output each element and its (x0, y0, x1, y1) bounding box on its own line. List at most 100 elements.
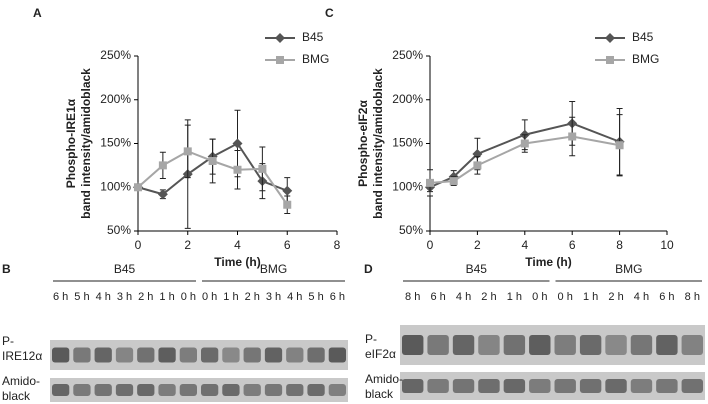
x-tick-label: 6 (569, 238, 576, 252)
x-tick-label: 8 (334, 238, 341, 252)
lane-label: 1 h (507, 291, 522, 303)
blot-band (605, 335, 627, 355)
x-tick-label: 2 (474, 238, 481, 252)
point (449, 177, 458, 186)
x-tick-label: 4 (234, 238, 241, 252)
lane-label: 2 h (138, 291, 153, 303)
lane-label: 0 h (202, 291, 217, 303)
blot-band (605, 379, 627, 393)
blot-band (264, 384, 283, 396)
blot-background (400, 372, 705, 400)
blot-band (73, 384, 91, 396)
blot-band (115, 384, 134, 396)
row-label: Amido- (2, 374, 40, 388)
x-axis-label: Time (h) (525, 255, 571, 269)
blot-band (137, 384, 155, 396)
panel-label: B (2, 262, 11, 276)
point (282, 185, 293, 196)
blot-band (452, 379, 475, 393)
y-tick-label: 250% (100, 48, 131, 62)
group-label: BMG (260, 262, 287, 276)
lane-label: 3 h (117, 291, 132, 303)
lane-label: 6 h (330, 291, 345, 303)
point (157, 189, 168, 200)
point (568, 132, 577, 141)
lane-label: 2 h (245, 291, 260, 303)
lane-label: 5 h (308, 291, 323, 303)
lane-label: 1 h (159, 291, 174, 303)
blot-band (656, 335, 678, 355)
blot-band (179, 347, 197, 363)
blot-band (478, 379, 500, 393)
blot-band (579, 379, 602, 393)
y-tick-label: 150% (100, 136, 131, 150)
blot-band (328, 347, 346, 363)
lane-label: 5 h (74, 291, 89, 303)
y-tick-label: 100% (392, 179, 423, 193)
blot-band (264, 347, 283, 363)
blot-band (243, 347, 261, 363)
blot-band (94, 347, 112, 363)
blot-band (286, 384, 304, 396)
lane-label: 1 h (583, 291, 598, 303)
lane-label: 6 h (430, 291, 445, 303)
point (615, 141, 624, 150)
group-label: BMG (615, 262, 642, 276)
point (183, 147, 192, 156)
point (134, 183, 142, 192)
blot-band (52, 347, 70, 363)
blot-band (137, 347, 155, 363)
blot-band (503, 335, 526, 355)
blot-band (307, 347, 325, 363)
blot-band (158, 347, 176, 363)
row-label: black (2, 389, 31, 403)
legend-label: B45 (632, 30, 654, 44)
x-axis-label: Time (h) (214, 255, 260, 269)
lane-label: 0 h (181, 291, 196, 303)
y-tick-label: 150% (392, 136, 423, 150)
row-label: P- (365, 332, 377, 346)
blot-band (681, 379, 703, 393)
blot-band (554, 335, 576, 355)
legend-label: B45 (302, 30, 324, 44)
blot-band (73, 347, 91, 363)
y-tick-label: 50% (107, 223, 131, 237)
y-axis-label: band intensity/amidoblack (79, 68, 93, 219)
row-label: eIF2α (365, 347, 396, 361)
point (605, 33, 615, 43)
blot-band (158, 384, 176, 396)
x-tick-label: 10 (660, 238, 674, 252)
y-tick-label: 200% (100, 92, 131, 106)
lane-label: 2 h (481, 291, 496, 303)
blot-band (478, 335, 500, 355)
blot-band (427, 379, 449, 393)
point (520, 139, 529, 148)
x-tick-label: 6 (284, 238, 291, 252)
row-label: Amido- (365, 372, 403, 386)
point (158, 161, 167, 170)
blot-band (179, 384, 197, 396)
point (208, 157, 217, 165)
point (283, 200, 292, 209)
blot-band (52, 384, 70, 396)
blot-band (630, 335, 653, 355)
group-label: B45 (466, 262, 488, 276)
panel-label: D (364, 262, 373, 276)
legend-label: BMG (632, 52, 659, 66)
lane-label: 8 h (405, 291, 420, 303)
point (276, 56, 284, 64)
y-tick-label: 50% (399, 223, 423, 237)
y-axis-label: Phospho-eIF2α (356, 100, 370, 187)
blot-band (222, 384, 240, 396)
x-tick-label: 0 (427, 238, 434, 252)
blot-band (529, 379, 551, 393)
lane-label: 4 h (456, 291, 471, 303)
lane-label: 4 h (96, 291, 111, 303)
blot-band (630, 379, 653, 393)
blot-band (201, 347, 219, 363)
y-tick-label: 250% (392, 48, 423, 62)
blot-band (529, 335, 551, 355)
lane-label: 1 h (223, 291, 238, 303)
lane-label: 3 h (266, 291, 281, 303)
